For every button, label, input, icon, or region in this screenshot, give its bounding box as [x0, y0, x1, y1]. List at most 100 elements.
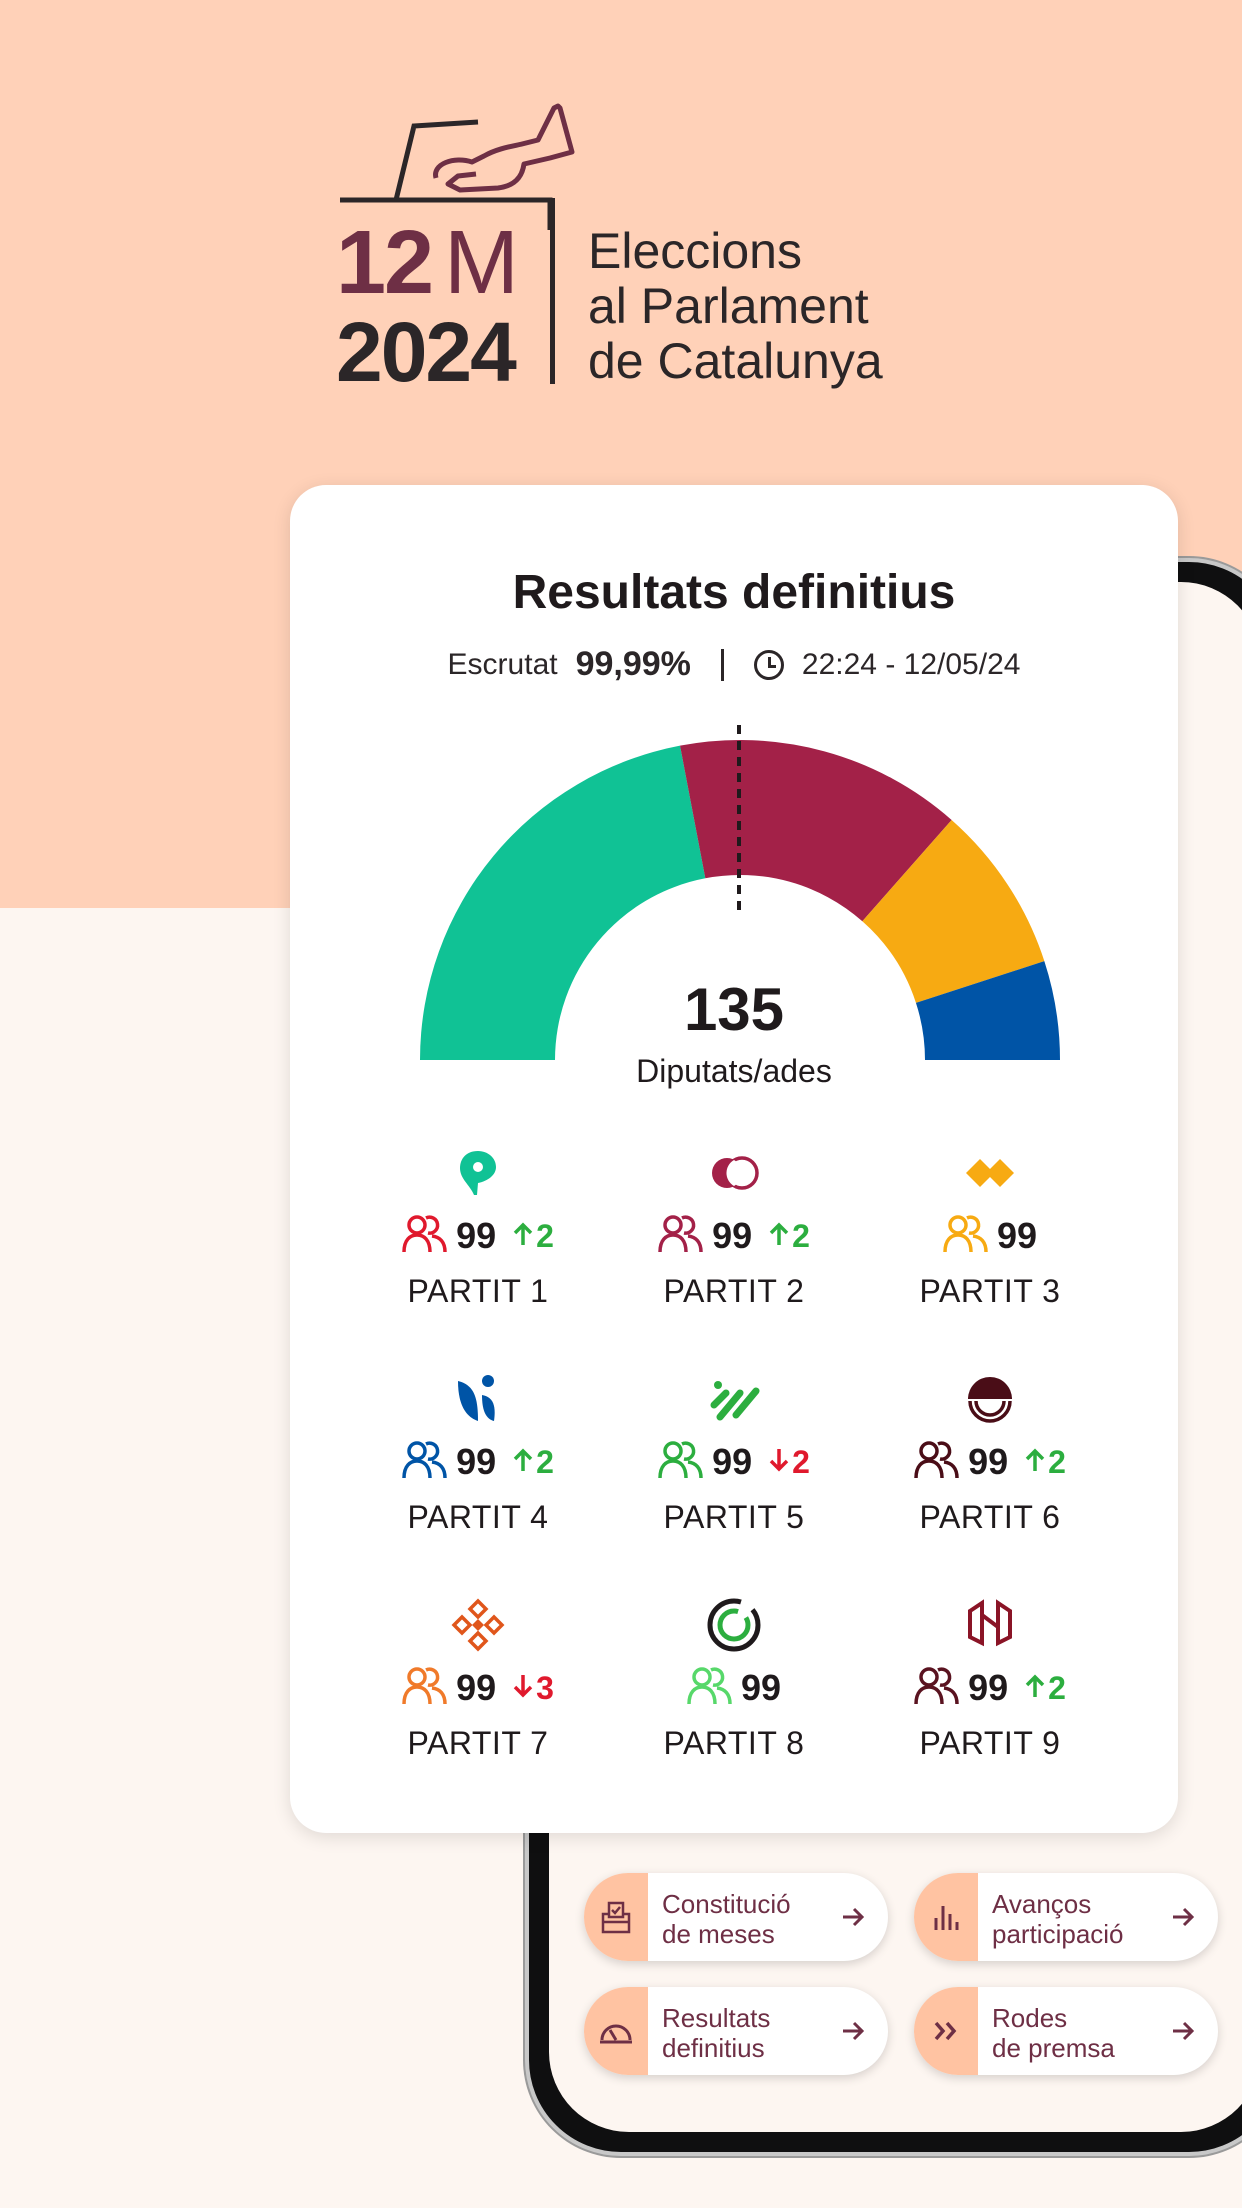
party-name: PARTIT 9: [919, 1725, 1061, 1761]
people-icon: [402, 1440, 448, 1485]
party-name: PARTIT 8: [663, 1725, 805, 1761]
logo-month: M: [444, 213, 519, 313]
clock-icon: [753, 649, 784, 680]
party-seat-count: 99: [712, 1441, 753, 1482]
pin-icon: [460, 1151, 496, 1195]
party-name: PARTIT 4: [407, 1499, 549, 1535]
total-seats: 135: [683, 976, 785, 1043]
party-item: 99 3 PARTIT 7: [350, 1597, 606, 1823]
logo-title-line: de Catalunya: [588, 333, 883, 389]
gauge-icon: [584, 1987, 648, 2075]
party-seat-count: 99: [712, 1215, 753, 1256]
party-item: 99 PARTIT 3: [862, 1145, 1118, 1371]
people-icon: [943, 1214, 989, 1259]
party-seats: 99: [943, 1211, 1037, 1261]
arrow-right-icon: [1173, 2021, 1195, 2041]
party-name: PARTIT 2: [663, 1273, 805, 1309]
hemicycle-segment-4: [915, 961, 1060, 1060]
logo-divider: [550, 198, 555, 384]
arrow-right-icon: [843, 1907, 865, 1927]
party-name: PARTIT 6: [919, 1499, 1061, 1535]
people-icon: [402, 1214, 448, 1259]
party-seat-delta: 2: [512, 1218, 554, 1255]
results-card: Resultats definitius Escrutat 99,99% 22:…: [290, 485, 1178, 1833]
nav-button-label: Rodes de premsa: [992, 2003, 1115, 2063]
party-seats: 99 2: [914, 1663, 1066, 1713]
arrow-up-icon: [1024, 1444, 1048, 1481]
nav-button-rodes[interactable]: Rodes de premsa: [914, 1987, 1218, 2075]
party-seat-delta: 3: [512, 1670, 554, 1707]
party-seats: 99 2: [402, 1437, 554, 1487]
nav-button-resultats[interactable]: Resultats definitius: [584, 1987, 888, 2075]
total-seats-label: Diputats/ades: [636, 1053, 832, 1089]
party-item: 99 2 PARTIT 1: [350, 1145, 606, 1371]
party-seat-delta: 2: [512, 1444, 554, 1481]
nav-button-label: Resultats definitius: [662, 2003, 771, 2063]
party-seats: 99 2: [658, 1211, 810, 1261]
ballot-box-icon: [584, 1873, 648, 1961]
arrow-up-icon: [768, 1218, 792, 1255]
hemicycle-chart: [420, 725, 1060, 1060]
party-seat-count: 99: [740, 1667, 782, 1708]
party-seats: 99 2: [658, 1437, 810, 1487]
party-seat-count: 99: [456, 1667, 497, 1708]
diamonds-icon: [966, 1159, 1014, 1187]
scrutiny-label: Escrutat: [447, 647, 558, 681]
hemicycle-segment-2: [680, 740, 952, 922]
people-icon: [658, 1440, 704, 1485]
party-name: PARTIT 5: [663, 1499, 805, 1535]
leaf-icon: [458, 1375, 495, 1421]
meta-divider: [720, 648, 724, 681]
circles-icon: [712, 1156, 759, 1190]
logo-day: 12: [336, 213, 434, 313]
scrutiny-info: Escrutat 99,99% 22:24 - 12/05/24: [290, 645, 1178, 684]
party-name: PARTIT 7: [407, 1725, 549, 1761]
people-icon: [687, 1666, 733, 1711]
people-icon: [402, 1666, 448, 1711]
party-grid: 99 2 PARTIT 1 99 2 PARTIT 2 99 PARTIT 3 99 2 PARTI…: [350, 1145, 1118, 1823]
party-seat-delta: 2: [1024, 1670, 1066, 1707]
party-seat-count: 99: [968, 1441, 1009, 1482]
arrow-right-icon: [843, 2021, 865, 2041]
results-title: Resultats definitius: [512, 566, 956, 619]
party-seat-count: 99: [996, 1215, 1038, 1256]
people-icon: [658, 1214, 704, 1259]
party-seat-delta: 2: [768, 1218, 810, 1255]
sun-icon: [968, 1377, 1012, 1423]
slashes-icon: [710, 1381, 760, 1421]
logo-title-line: Eleccions: [588, 223, 802, 279]
people-icon: [914, 1666, 960, 1711]
bar-chart-icon: [914, 1873, 978, 1961]
party-item: 99 2 PARTIT 9: [862, 1597, 1118, 1823]
party-seats: 99 2: [914, 1437, 1066, 1487]
arrow-up-icon: [512, 1444, 536, 1481]
ring-icon: [707, 1598, 761, 1652]
party-item: 99 2 PARTIT 6: [862, 1371, 1118, 1597]
party-seat-delta: 2: [1024, 1444, 1066, 1481]
scrutiny-value: 99,99%: [575, 645, 691, 683]
arrow-down-icon: [768, 1444, 792, 1481]
nav-button-avancos[interactable]: Avanços participació: [914, 1873, 1218, 1961]
shield-icon: [968, 1599, 1012, 1647]
nav-button-constitucio[interactable]: Constitució de meses: [584, 1873, 888, 1961]
nav-button-label: Avanços participació: [992, 1889, 1124, 1949]
logo-year: 2024: [336, 305, 517, 399]
party-name: PARTIT 1: [407, 1273, 549, 1309]
party-seats: 99 2: [402, 1211, 554, 1261]
logo-title-line: al Parlament: [588, 278, 869, 334]
people-icon: [914, 1440, 960, 1485]
arrow-up-icon: [512, 1218, 536, 1255]
party-seat-count: 99: [456, 1441, 497, 1482]
party-seat-count: 99: [456, 1215, 497, 1256]
nav-button-label: Constitució de meses: [662, 1889, 791, 1949]
party-seats: 99 3: [402, 1663, 554, 1713]
flower-icon: [451, 1598, 505, 1652]
party-item: 99 2 PARTIT 5: [606, 1371, 862, 1597]
ballot-hand-icon: [340, 103, 575, 230]
double-chevron-icon: [914, 1987, 978, 2075]
party-item: 99 2 PARTIT 4: [350, 1371, 606, 1597]
party-name: PARTIT 3: [919, 1273, 1061, 1309]
party-item: 99 PARTIT 8: [606, 1597, 862, 1823]
hemicycle-segment-1: [420, 745, 706, 1060]
party-item: 99 2 PARTIT 2: [606, 1145, 862, 1371]
